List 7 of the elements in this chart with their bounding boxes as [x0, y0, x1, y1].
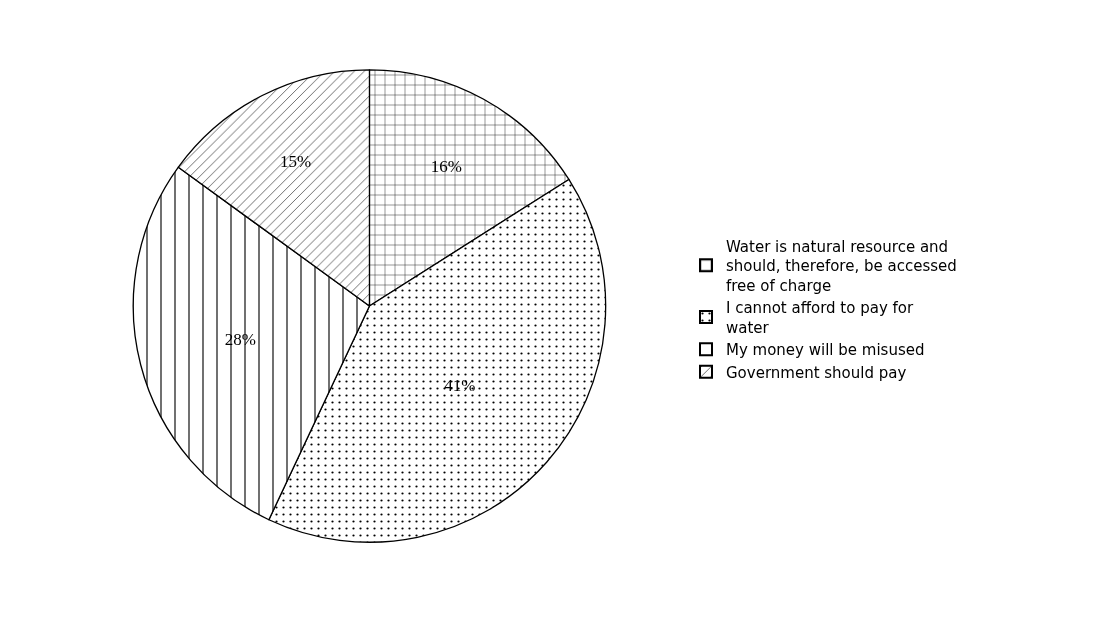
data-label: 15%: [280, 151, 312, 171]
legend-label: Government should pay: [725, 363, 907, 382]
legend-label: I cannot afford to pay for water: [725, 299, 914, 337]
data-label: 41%: [444, 376, 476, 396]
legend-label: My money will be misused: [725, 341, 925, 360]
legend-label: Water is natural resource and should, therefore, be accessed free of charge: [725, 237, 957, 295]
data-label: 16%: [430, 156, 462, 176]
